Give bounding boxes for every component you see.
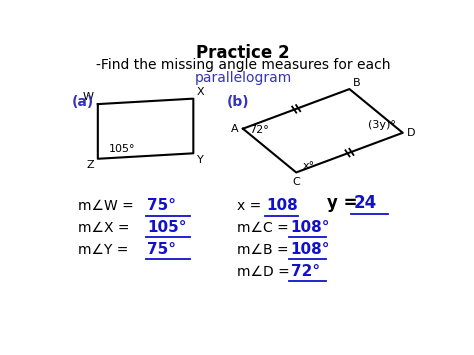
Text: 108: 108 <box>267 198 299 213</box>
Text: W: W <box>82 92 93 102</box>
Text: parallelogram: parallelogram <box>194 71 292 85</box>
Text: 72°: 72° <box>291 264 320 279</box>
Text: (b): (b) <box>227 94 249 109</box>
Text: 24: 24 <box>353 194 376 212</box>
Text: m∠Y =: m∠Y = <box>78 243 132 257</box>
Text: m∠B =: m∠B = <box>237 243 293 257</box>
Text: m∠D =: m∠D = <box>237 265 294 279</box>
Text: x°: x° <box>303 161 315 171</box>
Text: -Find the missing angle measures for each: -Find the missing angle measures for eac… <box>96 58 390 72</box>
Text: 108°: 108° <box>291 242 330 257</box>
Text: 105°: 105° <box>109 144 136 154</box>
Text: y =: y = <box>328 194 364 212</box>
Text: Practice 2: Practice 2 <box>196 44 290 62</box>
Text: m∠C =: m∠C = <box>237 221 293 235</box>
Text: (a): (a) <box>72 94 94 109</box>
Text: B: B <box>353 78 361 88</box>
Text: 72°: 72° <box>249 125 269 135</box>
Text: D: D <box>407 128 416 138</box>
Text: m∠W =: m∠W = <box>78 200 138 213</box>
Text: X: X <box>196 87 204 97</box>
Text: (3y)°: (3y)° <box>367 120 395 130</box>
Text: A: A <box>231 124 238 134</box>
Text: 108°: 108° <box>291 220 330 235</box>
Text: C: C <box>292 176 300 186</box>
Text: x =: x = <box>237 200 266 213</box>
Text: 75°: 75° <box>147 198 176 213</box>
Text: 75°: 75° <box>147 242 176 257</box>
Text: Y: Y <box>197 155 204 165</box>
Text: Z: Z <box>87 160 94 170</box>
Text: 105°: 105° <box>147 220 187 235</box>
Text: m∠X =: m∠X = <box>78 221 134 235</box>
